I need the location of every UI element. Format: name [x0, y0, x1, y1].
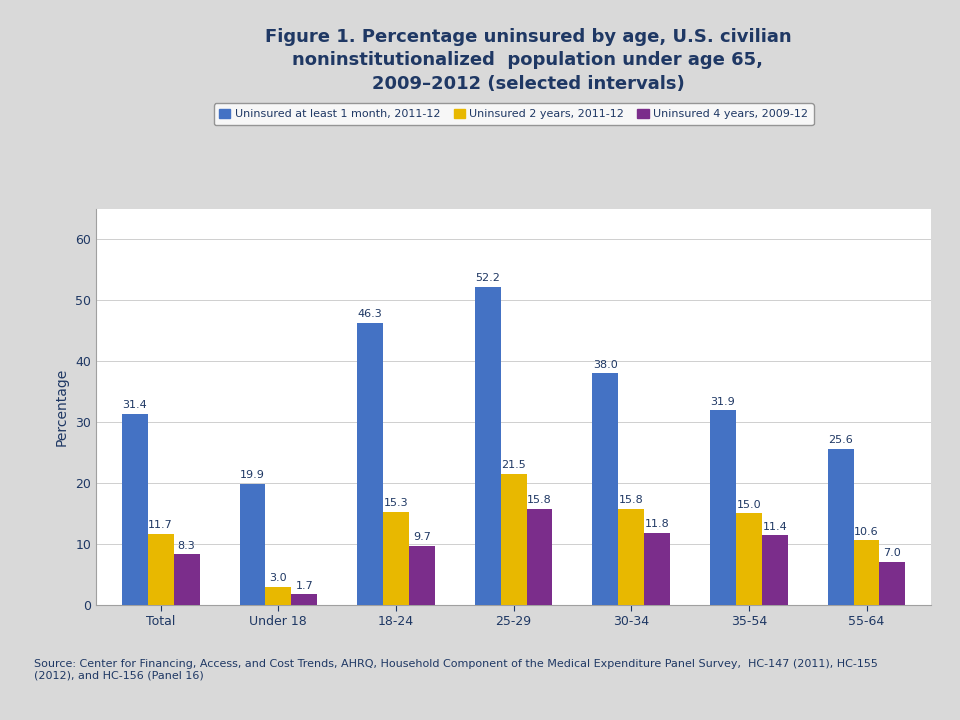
Text: 11.7: 11.7	[149, 520, 173, 530]
Bar	[383, 512, 409, 605]
Bar	[762, 536, 788, 605]
Text: 25.6: 25.6	[828, 435, 853, 445]
Text: 11.8: 11.8	[645, 519, 669, 529]
Bar	[710, 410, 736, 605]
Bar	[122, 413, 148, 605]
Y-axis label: Percentage: Percentage	[54, 368, 68, 446]
Text: 11.4: 11.4	[762, 522, 787, 531]
Text: 7.0: 7.0	[883, 549, 901, 559]
Text: 46.3: 46.3	[358, 309, 382, 319]
Bar	[736, 513, 762, 605]
Text: 1.7: 1.7	[296, 581, 313, 591]
Text: 31.4: 31.4	[123, 400, 147, 410]
Bar	[291, 595, 317, 605]
Text: 10.6: 10.6	[854, 526, 878, 536]
Bar	[357, 323, 383, 605]
Text: 31.9: 31.9	[710, 397, 735, 407]
Bar	[239, 484, 265, 605]
Text: 15.8: 15.8	[619, 495, 643, 505]
Bar	[592, 373, 618, 605]
Bar	[174, 554, 200, 605]
Text: 15.8: 15.8	[527, 495, 552, 505]
Bar	[644, 533, 670, 605]
Text: Source: Center for Financing, Access, and Cost Trends, AHRQ, Household Component: Source: Center for Financing, Access, an…	[34, 659, 877, 680]
Legend: Uninsured at least 1 month, 2011-12, Uninsured 2 years, 2011-12, Uninsured 4 yea: Uninsured at least 1 month, 2011-12, Uni…	[214, 104, 813, 125]
Bar	[526, 508, 552, 605]
Bar	[828, 449, 853, 605]
Text: 15.3: 15.3	[384, 498, 408, 508]
Bar	[475, 287, 501, 605]
Text: 38.0: 38.0	[593, 359, 617, 369]
Text: Figure 1. Percentage uninsured by age, U.S. civilian
noninstitutionalized  popul: Figure 1. Percentage uninsured by age, U…	[265, 28, 791, 93]
Bar	[409, 546, 435, 605]
Bar	[148, 534, 174, 605]
Text: 8.3: 8.3	[178, 541, 196, 551]
Bar	[265, 587, 291, 605]
Text: 52.2: 52.2	[475, 273, 500, 283]
Text: 19.9: 19.9	[240, 470, 265, 480]
Text: 15.0: 15.0	[736, 500, 761, 510]
Bar	[853, 540, 879, 605]
Bar	[501, 474, 526, 605]
Text: 3.0: 3.0	[270, 573, 287, 583]
Bar	[879, 562, 905, 605]
Bar	[618, 508, 644, 605]
Text: 9.7: 9.7	[413, 532, 431, 542]
Text: 21.5: 21.5	[501, 460, 526, 470]
